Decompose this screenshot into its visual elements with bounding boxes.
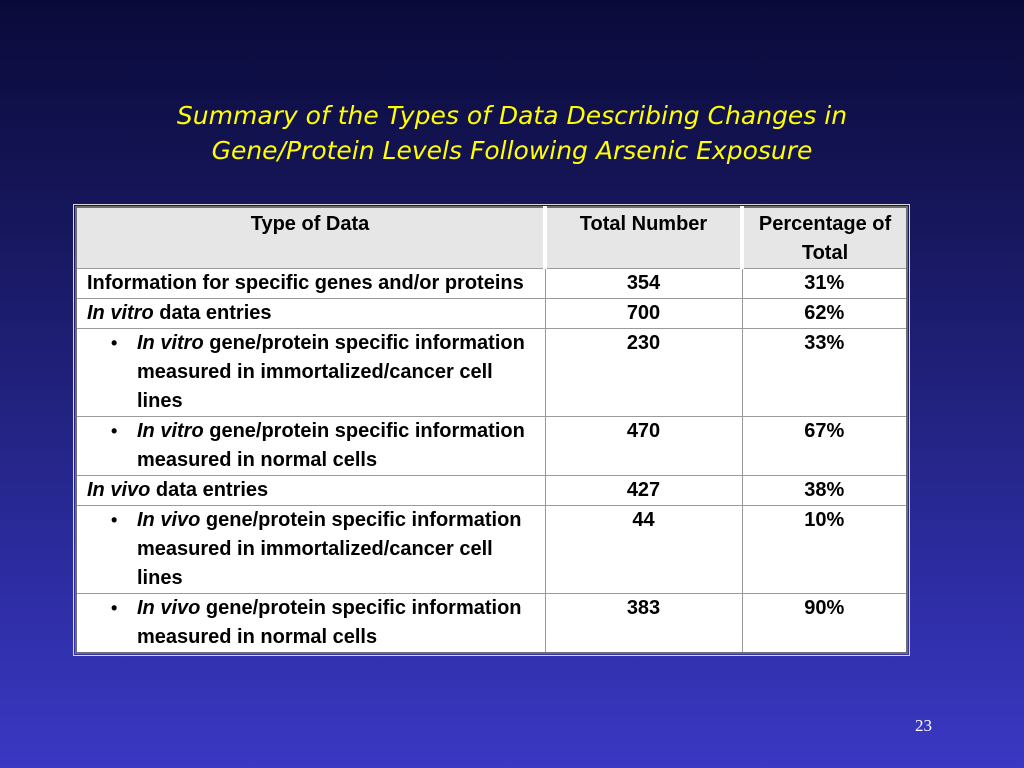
bullet-icon: •: [111, 421, 118, 441]
row-percent: 90%: [741, 593, 908, 654]
row-percent: 38%: [741, 475, 908, 506]
table-row: • In vitro gene/protein specific informat…: [75, 416, 908, 476]
header-percentage-of-total: Percentage of Total: [740, 206, 908, 269]
row-label-in-vivo-entries: In vivo data entries: [75, 475, 546, 506]
row-percent: 33%: [741, 328, 908, 417]
table-row: • In vivo gene/protein specific informati…: [75, 505, 908, 594]
bullet-icon: •: [111, 510, 118, 530]
table-row: Information for specific genes and/or pr…: [75, 268, 908, 299]
row-label-italic: In vitro: [137, 420, 204, 442]
slide-title-line-2: Gene/Protein Levels Following Arsenic Ex…: [211, 136, 813, 165]
row-label-text: data entries: [150, 479, 269, 501]
page-number: 23: [915, 716, 932, 735]
row-percent: 31%: [741, 268, 908, 299]
row-total: 427: [544, 475, 743, 506]
row-total: 470: [544, 416, 743, 476]
bullet-icon: •: [111, 333, 118, 353]
header-type-of-data: Type of Data: [75, 206, 547, 269]
row-label-italic: In vitro: [137, 332, 204, 354]
row-label-italic: In vivo: [137, 597, 201, 619]
row-total: 700: [544, 298, 743, 329]
slide-title: Summary of the Types of Data Describing …: [0, 98, 1024, 168]
row-percent: 10%: [741, 505, 908, 594]
table-row: • In vitro gene/protein specific informat…: [75, 328, 908, 417]
row-label-text: gene/protein specific information measur…: [137, 597, 522, 648]
row-label-text: gene/protein specific information measur…: [137, 420, 525, 471]
row-label-in-vivo-normal: • In vivo gene/protein specific informati…: [75, 593, 546, 654]
slide-title-line-1: Summary of the Types of Data Describing …: [176, 101, 848, 130]
row-label-in-vitro-cancer: • In vitro gene/protein specific informat…: [75, 328, 546, 417]
row-label-genes-proteins: Information for specific genes and/or pr…: [75, 268, 546, 299]
header-total-number: Total Number: [543, 206, 744, 269]
table-row: In vivo data entries 427 38%: [75, 475, 908, 506]
row-label-italic: In vivo: [87, 479, 151, 501]
row-label-text: gene/protein specific information measur…: [137, 332, 525, 412]
row-label-text: data entries: [153, 302, 272, 324]
row-total: 230: [544, 328, 743, 417]
row-percent: 62%: [741, 298, 908, 329]
row-total: 354: [544, 268, 743, 299]
row-total: 383: [544, 593, 743, 654]
row-label-text: gene/protein specific information measur…: [137, 509, 522, 589]
bullet-icon: •: [111, 598, 118, 618]
row-label-in-vitro-entries: In vitro data entries: [75, 298, 546, 329]
row-label-in-vivo-cancer: • In vivo gene/protein specific informati…: [75, 505, 546, 594]
row-label-italic: In vivo: [137, 509, 201, 531]
table-header-row: Type of Data Total Number Percentage of …: [75, 206, 908, 269]
row-percent: 67%: [741, 416, 908, 476]
table-row: In vitro data entries 700 62%: [75, 298, 908, 329]
row-label-in-vitro-normal: • In vitro gene/protein specific informat…: [75, 416, 546, 476]
row-total: 44: [544, 505, 743, 594]
row-label-italic: In vitro: [87, 302, 154, 324]
arsenic-data-table: Type of Data Total Number Percentage of …: [73, 204, 910, 656]
table-row: • In vivo gene/protein specific informati…: [75, 593, 908, 654]
